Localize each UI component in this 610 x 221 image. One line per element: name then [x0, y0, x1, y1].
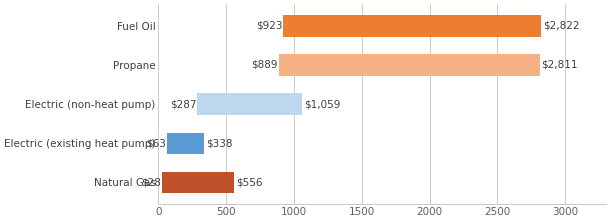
Bar: [162, 172, 234, 193]
Text: $338: $338: [206, 138, 232, 148]
Text: $923: $923: [256, 21, 282, 31]
Text: $556: $556: [235, 177, 262, 187]
Bar: [279, 54, 539, 76]
Bar: [284, 15, 541, 36]
Text: $1,059: $1,059: [304, 99, 340, 109]
Bar: [167, 133, 204, 154]
Text: $28: $28: [141, 177, 161, 187]
Text: $2,822: $2,822: [543, 21, 580, 31]
Text: $63: $63: [146, 138, 166, 148]
Text: $889: $889: [251, 60, 278, 70]
Bar: [197, 93, 302, 115]
Text: $287: $287: [170, 99, 196, 109]
Text: $2,811: $2,811: [542, 60, 578, 70]
